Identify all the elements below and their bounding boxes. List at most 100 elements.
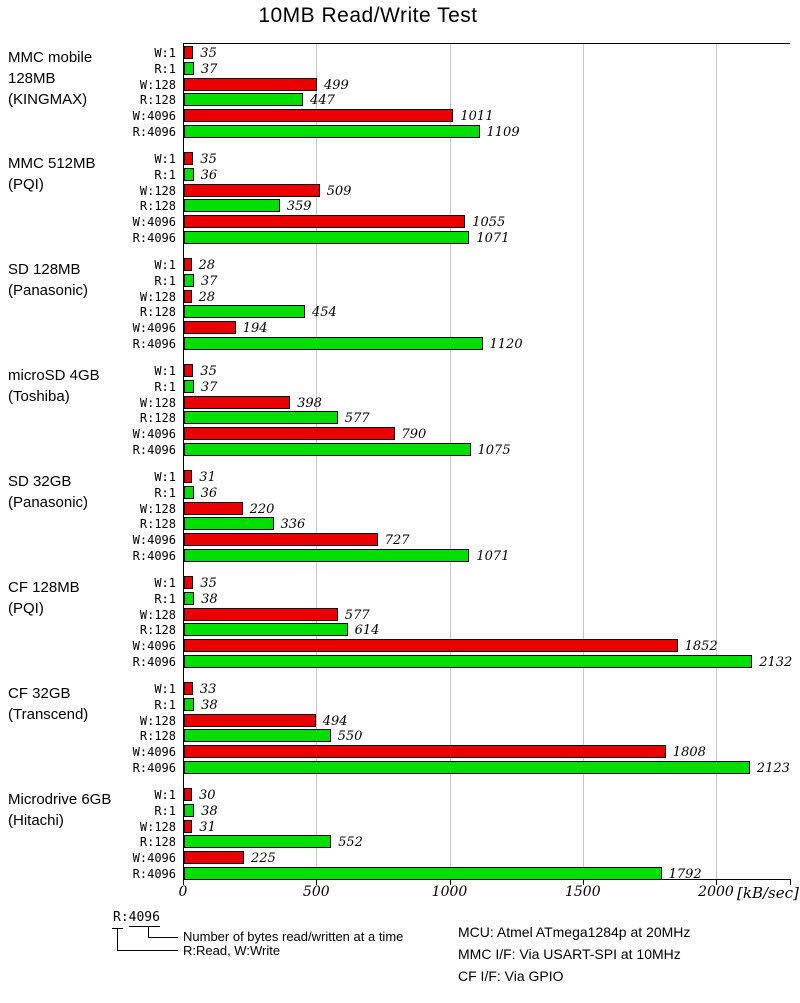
write-bar	[184, 364, 194, 377]
bar-value-label: 37	[200, 273, 218, 289]
device-group-label: CF 32GB	[8, 685, 71, 702]
chart-title: 10MB Read/Write Test	[258, 4, 478, 27]
bar-category-label: W:1	[154, 470, 176, 484]
read-bar	[184, 485, 194, 499]
bar-value-label: 225	[251, 851, 276, 867]
bar-value-label: 550	[337, 729, 363, 745]
footnote-cf-if: CF I/F: Via GPIO	[458, 968, 564, 984]
bar-value-label: 38	[201, 591, 218, 607]
device-group-label: (Transcend)	[8, 706, 89, 723]
write-bar	[184, 682, 193, 695]
bar-category-label: W:4096	[132, 533, 176, 548]
read-bar	[184, 729, 331, 743]
bar-value-label: 35	[200, 364, 217, 379]
read-bar	[184, 591, 195, 605]
bar-category-label: R:128	[139, 835, 176, 850]
bar-category-label: R:1	[154, 61, 176, 76]
read-bar	[184, 61, 194, 75]
bar-value-label: 35	[200, 152, 217, 167]
bar-category-label: R:4096	[132, 231, 176, 245]
bar-category-label: R:4096	[132, 867, 176, 881]
bar-value-label: 33	[199, 682, 217, 697]
write-bar	[184, 639, 678, 653]
device-group-label: (KINGMAX)	[8, 91, 88, 108]
read-bar	[184, 93, 304, 107]
bar-category-label: R:128	[139, 623, 176, 638]
footnote-mcu: MCU: Atmel ATmega1284p at 20MHz	[458, 924, 691, 940]
read-bar	[184, 623, 348, 637]
write-bar	[184, 607, 338, 621]
read-bar	[184, 231, 470, 244]
bar-category-label: R:1	[154, 697, 176, 712]
bar-category-label: W:1	[154, 152, 176, 166]
bar-value-label: 38	[201, 697, 218, 713]
write-bar	[184, 321, 236, 335]
bar-value-label: 220	[249, 501, 275, 517]
footnote-mmc-if: MMC I/F: Via USART-SPI at 10MHz	[458, 946, 681, 962]
bar-category-label: W:1	[154, 682, 176, 696]
write-bar	[184, 819, 193, 833]
bar-value-label: 30	[199, 788, 216, 803]
legend-key: R:4096	[113, 910, 160, 927]
read-bar	[184, 517, 274, 531]
device-group-label: (Hitachi)	[8, 812, 64, 829]
read-bar	[184, 835, 332, 849]
axis-unit-label: [kB/sec]	[737, 884, 799, 902]
bar-value-label: 2132	[759, 655, 793, 670]
bar-category-label: W:1	[154, 258, 176, 272]
bar-category-label: W:4096	[132, 639, 176, 654]
write-bar	[184, 258, 192, 271]
legend-bracket-r-vertical	[117, 928, 118, 951]
bar-value-label: 37	[200, 61, 218, 77]
bar-value-label: 790	[401, 427, 427, 443]
bar-value-label: 28	[198, 289, 216, 305]
bar-category-label: R:128	[139, 199, 176, 214]
bar-value-label: 38	[201, 803, 218, 819]
read-bar	[184, 549, 470, 562]
write-bar	[184, 215, 466, 229]
bar-category-label: R:1	[154, 379, 176, 394]
bar-value-label: 577	[344, 607, 370, 623]
bar-value-label: 494	[322, 713, 348, 729]
device-group-label: CF 128MB	[8, 579, 80, 596]
bar-category-label: R:128	[139, 93, 176, 108]
device-group-label: MMC mobile	[8, 49, 93, 66]
x-tick-label: 0	[178, 884, 188, 900]
legend-note-rw: R:Read, W:Write	[183, 943, 281, 958]
bar-category-label: W:1	[154, 576, 176, 590]
axis-tick	[183, 879, 184, 885]
legend-note-bytes: Number of bytes read/written at a time	[183, 929, 404, 944]
device-group-label: (Panasonic)	[8, 282, 89, 299]
read-bar	[184, 655, 753, 668]
bar-value-label: 552	[338, 835, 363, 851]
device-group-label: SD 128MB	[8, 261, 81, 278]
write-bar	[184, 713, 316, 727]
bar-category-label: R:1	[154, 591, 176, 606]
bar-value-label: 499	[324, 77, 349, 93]
read-bar	[184, 167, 194, 181]
bar-value-label: 37	[200, 379, 218, 395]
x-tick-label: 1500	[564, 884, 601, 900]
bar-value-label: 454	[312, 305, 337, 321]
bar-category-label: R:1	[154, 167, 176, 182]
axis-tick	[449, 879, 451, 885]
write-bar	[184, 745, 666, 759]
device-group-label: (PQI)	[8, 176, 44, 193]
bar-category-label: W:128	[139, 819, 176, 834]
write-bar	[184, 109, 454, 123]
device-group-label: microSD 4GB	[8, 367, 100, 384]
bar-category-label: W:128	[139, 713, 176, 728]
write-bar	[184, 77, 317, 91]
bar-category-label: W:128	[139, 183, 176, 198]
write-bar	[184, 183, 320, 197]
bar-category-label: R:1	[154, 803, 176, 818]
legend-bracket-bytes-horizontal	[148, 937, 178, 938]
legend-key-prefix: R:	[113, 910, 129, 925]
bar-category-label: R:4096	[132, 549, 176, 563]
write-bar	[184, 395, 291, 409]
bar-category-label: R:128	[139, 729, 176, 744]
bar-value-label: 35	[200, 576, 217, 591]
x-tick-label: 500	[302, 884, 330, 900]
